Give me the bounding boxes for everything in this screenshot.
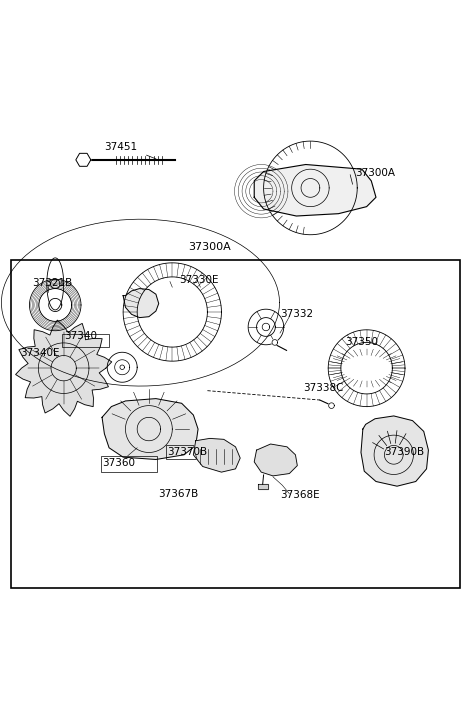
Polygon shape: [76, 153, 91, 166]
Text: 37367B: 37367B: [158, 489, 198, 499]
Text: 37451: 37451: [105, 142, 138, 152]
Bar: [101, 456, 157, 472]
Circle shape: [272, 340, 277, 345]
Text: 37340: 37340: [65, 332, 97, 342]
Polygon shape: [254, 164, 376, 216]
Polygon shape: [258, 484, 268, 489]
Text: 37370B: 37370B: [168, 446, 208, 457]
Polygon shape: [16, 320, 112, 417]
Bar: [11, 260, 460, 588]
Bar: [62, 334, 109, 347]
Text: 37338C: 37338C: [303, 383, 344, 393]
Polygon shape: [102, 398, 198, 459]
Text: 37321B: 37321B: [32, 278, 72, 288]
Bar: [166, 446, 227, 459]
Polygon shape: [361, 416, 429, 486]
Text: 37330E: 37330E: [179, 275, 219, 285]
Polygon shape: [123, 289, 159, 318]
Text: 37340E: 37340E: [20, 348, 60, 358]
Circle shape: [329, 403, 334, 409]
Text: 37300A: 37300A: [355, 169, 395, 178]
Text: 37390B: 37390B: [384, 446, 424, 457]
Polygon shape: [194, 438, 240, 472]
Text: 37332: 37332: [280, 309, 313, 319]
Text: 37300A: 37300A: [189, 242, 231, 252]
Text: 37350: 37350: [346, 337, 379, 348]
Text: 37360: 37360: [102, 458, 135, 468]
Text: 37368E: 37368E: [280, 489, 320, 499]
Polygon shape: [254, 444, 297, 476]
